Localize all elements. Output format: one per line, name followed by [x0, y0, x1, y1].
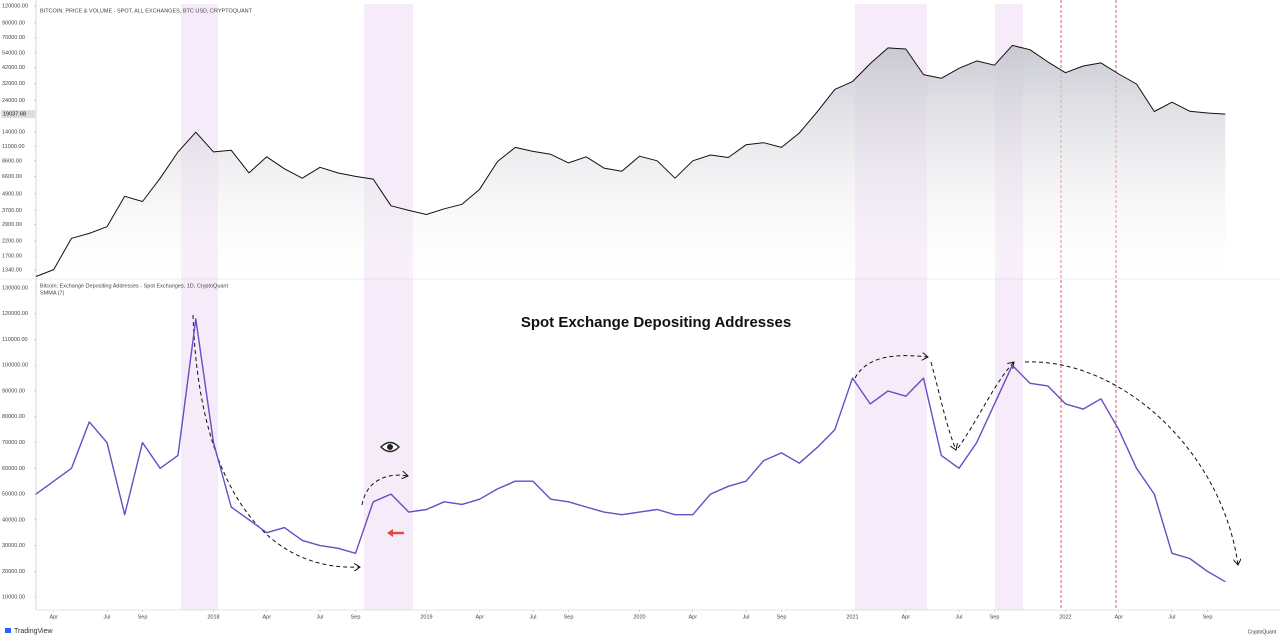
x-tick-label: 2021 [846, 614, 858, 620]
y-tick-label: 30000.00 [2, 543, 25, 549]
y-tick-label: 14000.00 [2, 130, 25, 136]
y-tick-label: 4900.00 [2, 191, 22, 197]
x-tick-label: Apr [475, 614, 484, 620]
current-price-label: 19037.68 [3, 112, 26, 118]
y-tick-label: 80000.00 [2, 414, 25, 420]
y-tick-label: 70000.00 [2, 35, 25, 41]
x-tick-label: Jul [529, 614, 536, 620]
x-tick-label: Jul [742, 614, 749, 620]
y-tick-label: 32000.00 [2, 81, 25, 87]
arrow [361, 475, 408, 506]
band [364, 4, 413, 610]
bottom-subtitle: Bitcoin: Exchange Depositing Addresses -… [40, 283, 228, 289]
x-tick-label: Apr [49, 614, 58, 620]
x-tick-label: 2019 [420, 614, 432, 620]
x-tick-label: Jul [103, 614, 110, 620]
arrow [854, 356, 928, 379]
tv-logo [5, 628, 11, 633]
y-tick-label: 70000.00 [2, 440, 25, 446]
band [181, 4, 218, 610]
arrow [930, 361, 956, 450]
x-tick-label: Jul [955, 614, 962, 620]
arrow [1024, 361, 1238, 565]
x-tick-label: 2018 [207, 614, 219, 620]
indicator-label: SMMA (7) [40, 290, 65, 296]
y-tick-label: 90000.00 [2, 388, 25, 394]
x-tick-label: Apr [688, 614, 697, 620]
y-tick-label: 2200.00 [2, 238, 22, 244]
line [35, 318, 1226, 583]
y-tick-label: 1700.00 [2, 254, 22, 260]
y-tick-label: 6600.00 [2, 174, 22, 180]
y-tick-label: 11000.00 [2, 144, 25, 150]
area-fill [36, 45, 1226, 279]
eye-icon [380, 441, 400, 453]
y-tick-label: 120000.00 [2, 311, 28, 317]
y-tick-label: 1340.00 [2, 267, 22, 273]
x-tick-label: 2020 [633, 614, 645, 620]
footer-left: TradingView [14, 628, 53, 635]
y-tick-label: 110000.00 [2, 337, 28, 343]
arrow [192, 314, 360, 567]
y-tick-label: 130000.00 [2, 285, 28, 291]
x-tick-label: Sep [351, 614, 361, 620]
y-tick-label: 100000.00 [2, 363, 28, 369]
top-title: BITCOIN: PRICE & VOLUME - SPOT, ALL EXCH… [40, 8, 253, 14]
arrow [957, 362, 1014, 449]
x-tick-label: Apr [262, 614, 271, 620]
y-tick-label: 2900.00 [2, 222, 22, 228]
y-tick-label: 60000.00 [2, 466, 25, 472]
x-tick-label: Sep [990, 614, 1000, 620]
x-tick-label: Apr [1114, 614, 1123, 620]
y-tick-label: 120000.00 [2, 3, 28, 9]
y-tick-label: 10000.00 [2, 595, 25, 601]
x-tick-label: Sep [564, 614, 574, 620]
x-tick-label: Jul [1168, 614, 1175, 620]
x-tick-label: Sep [1203, 614, 1213, 620]
x-tick-label: Jul [316, 614, 323, 620]
footer-right: CryptoQuant [1248, 629, 1277, 635]
y-tick-label: 40000.00 [2, 517, 25, 523]
x-tick-label: Sep [138, 614, 148, 620]
y-tick-label: 24000.00 [2, 98, 25, 104]
y-tick-label: 20000.00 [2, 569, 25, 575]
red-arrow [387, 529, 404, 537]
annotations [192, 314, 1238, 567]
x-tick-label: Sep [777, 614, 787, 620]
x-tick-label: 2022 [1059, 614, 1071, 620]
chart-title: Spot Exchange Depositing Addresses [521, 314, 791, 331]
y-tick-label: 50000.00 [2, 492, 25, 498]
y-tick-label: 42000.00 [2, 65, 25, 71]
line [35, 44, 1226, 277]
x-tick-label: Apr [901, 614, 910, 620]
current-price-box [1, 110, 35, 119]
y-tick-label: 54000.00 [2, 50, 25, 56]
y-tick-label: 3700.00 [2, 208, 22, 214]
y-tick-label: 90000.00 [2, 20, 25, 26]
y-tick-label: 8600.00 [2, 158, 22, 164]
